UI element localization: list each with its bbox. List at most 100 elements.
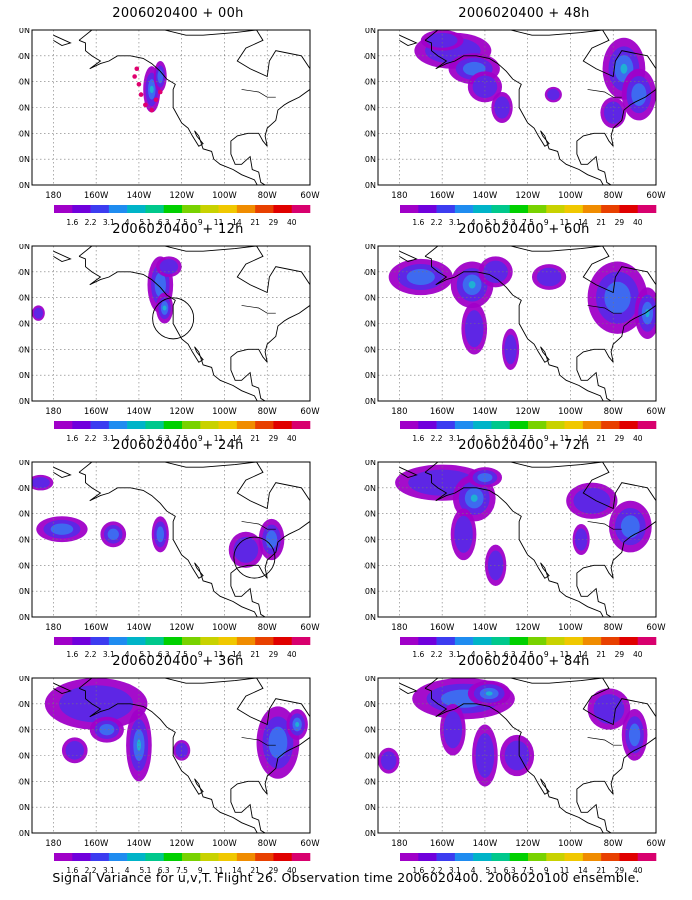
colorbar-label: 7.5 xyxy=(176,434,188,443)
lat-tick-label: 40N xyxy=(18,104,30,113)
variance-contour xyxy=(454,515,473,553)
colorbar-label: 9 xyxy=(544,650,549,659)
colorbar-label: 4 xyxy=(125,218,130,227)
lat-tick-label: 10N xyxy=(364,613,376,622)
variance-contour xyxy=(464,310,484,348)
colorbar-label: 14 xyxy=(578,650,588,659)
colorbar-segment xyxy=(291,421,311,429)
lon-tick-label: 180 xyxy=(45,839,61,849)
lat-tick-label: 10N xyxy=(18,829,30,838)
lat-tick-label: 60N xyxy=(364,484,376,493)
lon-tick-label: 120W xyxy=(169,623,194,633)
lat-tick-label: 70N xyxy=(364,676,376,683)
colorbar-segment xyxy=(601,421,620,429)
plot-frame xyxy=(377,29,657,186)
lat-tick-label: 60N xyxy=(18,52,30,61)
lon-tick-label: 160W xyxy=(430,839,455,849)
colorbar-label: 21 xyxy=(596,434,606,443)
colorbar-label: 21 xyxy=(250,218,260,227)
colorbar-label: 29 xyxy=(615,218,625,227)
lon-tick-label: 120W xyxy=(515,839,540,849)
colorbar-label: 4 xyxy=(125,434,130,443)
lat-tick-label: 10N xyxy=(364,397,376,406)
lon-tick-label: 180 xyxy=(391,191,407,201)
figure-caption: Signal Variance for u,v,T. Flight 26. Ob… xyxy=(52,870,640,885)
colorbar-label: 11 xyxy=(560,434,570,443)
lon-tick-label: 140W xyxy=(473,839,498,849)
lat-tick-label: 50N xyxy=(18,78,30,87)
observation-dot xyxy=(149,107,155,113)
colorbar-segment xyxy=(90,637,110,645)
observation-dot xyxy=(158,89,163,95)
coastline xyxy=(399,682,418,694)
colorbar-segment xyxy=(418,205,437,213)
lat-tick-label: 40N xyxy=(364,536,376,545)
variance-contour xyxy=(604,281,631,314)
colorbar-label: 5.1 xyxy=(139,866,151,875)
lat-tick-label: 40N xyxy=(364,320,376,329)
panel-title: 2006020400 + 36h xyxy=(112,654,244,669)
lat-tick-label: 20N xyxy=(364,371,376,380)
lon-tick-label: 80W xyxy=(604,407,624,417)
lon-tick-label: 120W xyxy=(515,623,540,633)
panel-title: 2006020400 + 12h xyxy=(112,222,244,237)
colorbar-segment xyxy=(436,637,456,645)
map-plot: 10N 20N 30N 40N 50N 60N 70N 180 160W 140W 120W 100W… xyxy=(364,460,666,633)
lat-tick-label: 10N xyxy=(364,181,376,190)
lat-tick-label: 10N xyxy=(18,613,30,622)
colorbar-segment xyxy=(236,205,256,213)
colorbar-label: 5.1 xyxy=(139,650,151,659)
lat-tick-label: 10N xyxy=(364,829,376,838)
coastline xyxy=(399,250,418,262)
lon-tick-label: 180 xyxy=(391,623,407,633)
panel-6: 2006020400 + 72h 10N 20N 30N 40N 50N 60N 70N 180… xyxy=(364,438,684,659)
colorbar-segment xyxy=(218,853,238,861)
colorbar-label: 9 xyxy=(544,218,549,227)
colorbar-label: 11 xyxy=(214,650,224,659)
colorbar-label: 3.1 xyxy=(103,218,115,227)
colorbar-segment xyxy=(454,205,474,213)
lon-tick-label: 140W xyxy=(473,623,498,633)
lon-tick-label: 160W xyxy=(430,191,455,201)
colorbar-label: 2.2 xyxy=(431,650,443,659)
lat-tick-label: 40N xyxy=(364,104,376,113)
colorbar-label: 4 xyxy=(125,650,130,659)
colorbar-segment xyxy=(564,853,584,861)
colorbar-segment xyxy=(291,205,311,213)
lon-tick-label: 140W xyxy=(127,623,152,633)
colorbar-segment xyxy=(473,205,492,213)
colorbar-label: 40 xyxy=(633,650,643,659)
colorbar-segment xyxy=(528,853,547,861)
map-plot: 10N 20N 30N 40N 50N 60N 70N 180 160W 140W 120W 100W… xyxy=(364,676,666,849)
colorbar-label: 21 xyxy=(596,866,606,875)
colorbar-label: 29 xyxy=(269,434,279,443)
coastline xyxy=(78,678,310,833)
variance-contour xyxy=(65,741,85,760)
lat-tick-label: 30N xyxy=(18,345,30,354)
colorbar-label: 40 xyxy=(287,218,297,227)
lon-tick-label: 80W xyxy=(604,623,624,633)
colorbar-segment xyxy=(145,421,165,429)
colorbar-label: 40 xyxy=(287,434,297,443)
colorbar-label: 1.6 xyxy=(66,434,78,443)
colorbar-label: 6.3 xyxy=(504,434,516,443)
colorbar-container: 1.6 2.2 3.1 4 5.1 6.3 7.5 9 11 14 21 29 40 xyxy=(18,419,338,451)
colorbar-segment xyxy=(528,637,547,645)
lon-tick-label: 100W xyxy=(558,191,583,201)
colorbar-segment xyxy=(637,637,657,645)
variance-contour xyxy=(620,515,640,538)
colorbar-segment xyxy=(436,205,456,213)
colorbar-segment xyxy=(601,205,620,213)
map-plot: 10N 20N 30N 40N 50N 60N 70N 180 160W 140W 120W 100W… xyxy=(18,28,320,201)
colorbar-label: 1.6 xyxy=(66,218,78,227)
colorbar: 1.6 2.2 3.1 4 5.1 6.3 7.5 9 11 14 21 29 40 xyxy=(54,853,311,875)
lon-tick-label: 160W xyxy=(430,407,455,417)
panel-title: 2006020400 + 00h xyxy=(112,6,244,21)
lon-tick-label: 60W xyxy=(300,191,320,201)
lat-tick-label: 30N xyxy=(18,561,30,570)
lon-tick-label: 100W xyxy=(558,623,583,633)
colorbar-segment xyxy=(546,637,565,645)
lat-tick-label: 60N xyxy=(364,700,376,709)
colorbar-segment xyxy=(473,853,492,861)
colorbar-label: 11 xyxy=(560,650,570,659)
